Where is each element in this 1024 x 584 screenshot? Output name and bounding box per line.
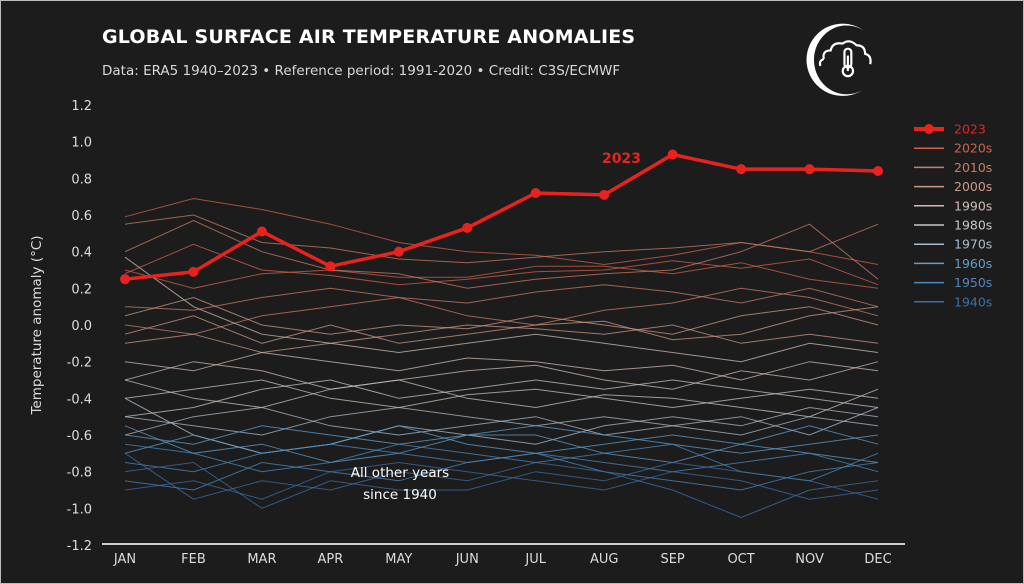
legend-label: 1970s: [954, 237, 992, 252]
legend-label: 1980s: [954, 218, 992, 233]
series-line-2000s: [124, 324, 879, 354]
y-tick-label: 0.6: [71, 209, 92, 224]
y-tick-label: -1.0: [67, 502, 92, 517]
data-point-2023: [120, 274, 130, 285]
legend-label: 1940s: [954, 294, 992, 309]
y-tick-label: 1.0: [71, 136, 92, 151]
chart-title: GLOBAL SURFACE AIR TEMPERATURE ANOMALIES: [102, 26, 636, 48]
chart-subtitle: Data: ERA5 1940–2023 • Reference period:…: [102, 63, 621, 79]
y-tick-label: 0.2: [71, 282, 92, 297]
y-tick-label: -1.2: [67, 539, 92, 554]
series-line-2020s: [124, 197, 879, 266]
data-point-2023: [599, 189, 610, 200]
x-tick-label: DEC: [864, 552, 891, 567]
series-line-1980s: [124, 379, 879, 418]
series-line-2010s: [124, 219, 879, 289]
x-tick-label: JUL: [524, 552, 546, 567]
data-point-2023: [393, 246, 404, 257]
series-line-2010s: [124, 214, 879, 264]
series-line-1970s: [124, 406, 879, 436]
series-line-2020s: [124, 243, 879, 286]
x-tick-label: JUN: [455, 552, 479, 567]
legend-label: 2010s: [954, 160, 992, 175]
highlight-annotation: 2023: [602, 151, 641, 167]
series-line-1990s: [124, 351, 879, 381]
legend-label: 2020s: [954, 141, 992, 156]
cloud-thermometer-crescent-icon: [806, 23, 872, 96]
series-line-1970s: [124, 397, 879, 454]
y-axis-label: Temperature anomaly (°C): [29, 235, 45, 415]
y-tick-label: -0.6: [67, 429, 92, 444]
series-line-1950s: [124, 452, 879, 491]
series-line-1960s: [124, 425, 879, 463]
data-point-2023: [325, 261, 336, 272]
legend-label: 1990s: [954, 198, 992, 213]
x-tick-label: MAY: [385, 552, 412, 567]
other-years-annotation-line1: All other years: [351, 465, 449, 481]
data-point-2023: [804, 164, 815, 175]
data-point-2023: [188, 266, 199, 277]
legend-label: 2023: [954, 122, 986, 137]
x-tick-label: JAN: [113, 552, 136, 567]
x-tick-label: OCT: [727, 552, 754, 567]
x-tick-label: AUG: [590, 552, 618, 567]
x-tick-label: FEB: [181, 552, 206, 567]
series-line-2000s: [124, 296, 879, 335]
x-tick-label: APR: [317, 552, 343, 567]
y-tick-label: 0.0: [71, 319, 92, 334]
series-line-2010s: [124, 287, 879, 335]
series-line-1990s: [124, 361, 879, 390]
series-line-1990s: [124, 256, 879, 363]
y-tick-label: -0.2: [67, 356, 92, 371]
series-line-1940s: [124, 452, 879, 519]
series-line-1940s: [124, 461, 879, 500]
data-point-2023: [462, 222, 473, 233]
legend-label: 1950s: [954, 275, 992, 290]
legend-marker-2023: [924, 124, 934, 134]
x-tick-label: SEP: [660, 552, 684, 567]
other-years-annotation-line2: since 1940: [363, 487, 437, 503]
y-tick-label: 0.8: [71, 172, 92, 187]
series-line-2000s: [124, 306, 879, 344]
series-line-1980s: [124, 379, 879, 418]
series-line-2020s: [124, 262, 879, 289]
x-tick-label: MAR: [247, 552, 276, 567]
series-line-2023: [124, 152, 879, 281]
data-point-2023: [873, 166, 883, 176]
data-point-2023: [256, 226, 267, 237]
series-line-1960s: [124, 425, 879, 464]
y-tick-label: -0.8: [67, 466, 92, 481]
legend-label: 1960s: [954, 256, 992, 271]
data-point-2023: [530, 188, 541, 198]
legend-label: 2000s: [954, 179, 992, 194]
data-point-2023: [667, 149, 678, 160]
data-point-2023: [736, 164, 747, 175]
series-line-1960s: [124, 425, 879, 454]
x-tick-label: NOV: [795, 552, 824, 567]
y-tick-label: -0.4: [67, 392, 92, 407]
series-line-1980s: [124, 379, 879, 409]
y-tick-label: 0.4: [71, 246, 92, 261]
y-tick-label: 1.2: [71, 99, 92, 114]
series-line-1940s: [124, 461, 879, 509]
series-line-2010s: [124, 284, 879, 311]
